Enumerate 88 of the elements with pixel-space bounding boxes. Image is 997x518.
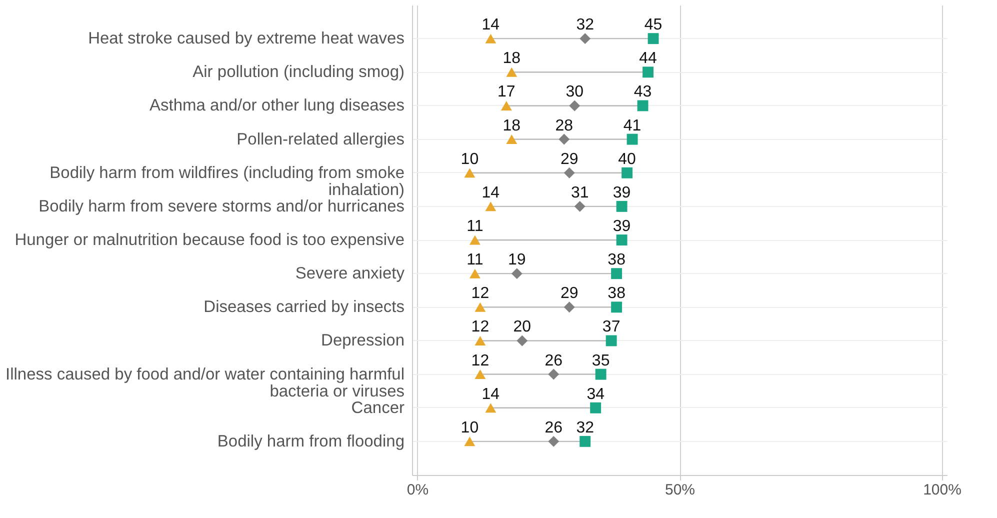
point [574,200,586,212]
data-label: 14 [482,16,500,34]
point [569,100,580,112]
point [564,167,575,178]
data-label: 28 [555,117,574,134]
data-label: 26 [544,419,563,436]
point [637,100,648,112]
point [506,67,518,77]
data-label: 39 [612,218,631,235]
y-tick-label: Cancer [351,398,405,417]
data-label: 20 [513,318,532,336]
point [464,168,476,178]
point [548,436,560,447]
point [648,33,659,44]
data-label: 12 [471,285,490,302]
x-tick-label: 100% [923,482,962,498]
data-label: 32 [576,16,594,34]
y-tick-label: Severe anxiety [295,264,406,283]
data-label: 17 [498,84,516,101]
y-tick-label: Diseases carried by insects [204,298,404,316]
point [622,167,633,178]
data-label: 41 [623,117,642,134]
data-label: 44 [639,50,658,68]
y-tick-label: Asthma and/or other lung diseases [150,96,404,115]
point [616,234,628,246]
y-tick-label: Hunger or malnutrition because food is too expensive [14,231,404,249]
data-label: 10 [460,419,479,436]
point [642,66,654,78]
point [485,403,496,413]
y-tick-label: Depression [321,332,404,350]
point [595,368,606,380]
point [474,370,486,380]
point [564,302,575,313]
point [485,34,496,44]
data-label: 26 [544,352,563,370]
point [474,302,486,312]
point [469,235,480,245]
data-label: 30 [566,84,584,101]
data-label: 12 [471,352,490,370]
point [611,302,622,313]
data-label: 38 [608,285,626,302]
y-tick-label: Pollen-related allergies [236,130,404,148]
point [500,100,512,110]
point [616,200,628,212]
data-label: 31 [570,184,589,202]
data-label: 45 [644,16,662,34]
data-label: 39 [612,184,631,202]
data-label: 19 [508,252,526,269]
point [516,335,528,346]
x-tick-label: 0% [406,482,429,498]
point [580,436,591,447]
data-label: 14 [482,386,500,403]
data-label: 29 [560,285,578,302]
y-tick-label: Bodily harm from wildfires (including from smoke inhalation) [50,164,404,199]
point [580,33,591,44]
y-tick-label: Bodily harm from severe storms and/or hurricanes [38,197,404,216]
data-label: 10 [460,150,479,168]
data-label: 11 [466,252,484,269]
point [548,368,560,380]
point [606,335,617,346]
y-tick-label: Air pollution (including smog) [192,63,404,82]
y-tick-label: Illness caused by food and/or water containing harmful bacteria or viruses [6,365,404,400]
point [611,268,622,280]
point [464,436,476,446]
data-label: 35 [592,352,610,370]
data-label: 14 [482,184,500,202]
data-label: 38 [608,252,626,269]
point [558,134,570,145]
data-label: 37 [602,318,620,336]
y-tick-label: Bodily harm from flooding [217,432,404,450]
data-label: 12 [471,318,490,336]
data-label: 32 [576,419,594,436]
point [511,268,522,280]
point [469,268,480,278]
data-label: 40 [618,150,636,168]
point [485,202,496,212]
point [590,402,602,414]
data-label: 11 [466,218,484,235]
point [506,134,518,144]
y-tick-label: Heat stroke caused by extreme heat waves [88,30,404,48]
data-label: 43 [634,84,652,101]
point [474,336,486,346]
data-label: 18 [502,50,521,68]
data-label: 34 [586,386,605,403]
data-label: 29 [560,150,578,168]
x-tick-label: 50% [664,482,696,498]
data-label: 18 [502,117,521,134]
point [626,134,638,145]
